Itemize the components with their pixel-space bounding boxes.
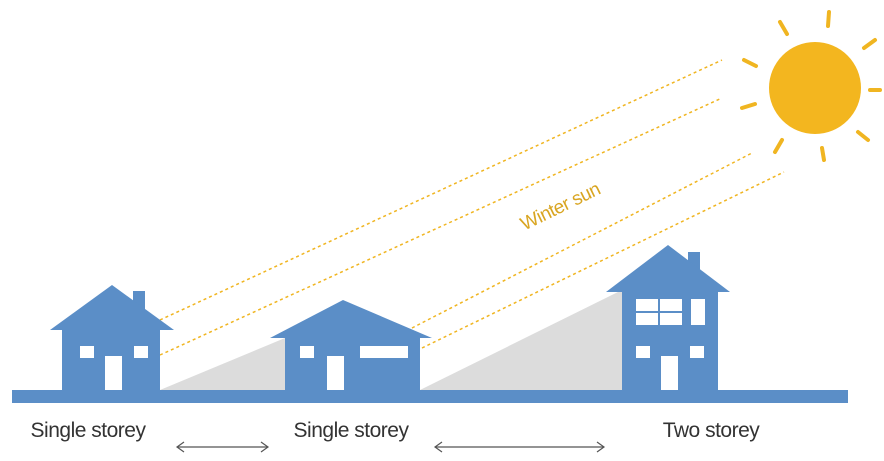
distance-arrow (175, 441, 270, 453)
shadow (160, 338, 285, 390)
distance-arrow (433, 441, 606, 453)
sun-rays (159, 59, 785, 356)
house (270, 300, 432, 392)
house-label: Two storey (663, 419, 761, 442)
house-label: Single storey (31, 419, 147, 442)
shadow (420, 290, 622, 390)
ground (12, 390, 848, 403)
house (606, 245, 730, 392)
house-label: Single storey (294, 419, 410, 442)
house (50, 285, 174, 392)
sun (740, 10, 882, 162)
sun-label: Winter sun (517, 179, 603, 235)
